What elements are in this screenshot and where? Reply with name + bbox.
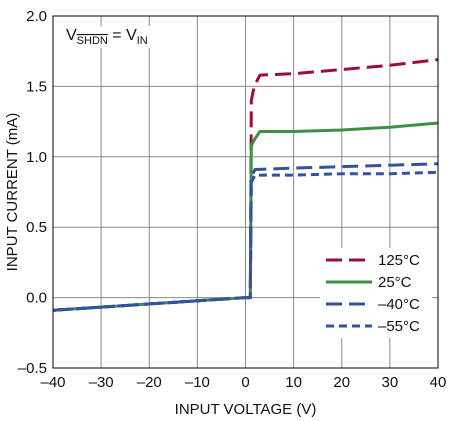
y-tick-label: 2.0 [26,8,47,25]
annotation-equals: = V [108,27,137,44]
x-tick-label: 10 [285,374,302,391]
legend-background [320,248,432,338]
x-tick-label: 0 [241,374,249,391]
y-tick-label: 1.5 [26,78,47,95]
condition-annotation: VSHDN = VIN [63,26,163,48]
annotation-text: VSHDN = VIN [66,27,148,47]
legend: 125°C 25°C –40°C –55°C [320,248,432,338]
x-axis-title: INPUT VOLTAGE (V) [175,401,317,418]
x-tick-label: –40 [40,374,65,391]
x-tick-label: –30 [89,374,114,391]
legend-label: –40°C [378,296,420,313]
legend-label: 25°C [378,274,412,291]
y-tick-label: 1.0 [26,149,47,166]
y-tick-label: –0.5 [18,360,47,377]
grid [52,15,439,369]
legend-label: 125°C [378,252,420,269]
y-tick-label: 0.0 [26,290,47,307]
annotation-v1: V [66,27,77,44]
plot-frame [52,15,439,369]
annotation-background [63,26,163,48]
tick-labels: –40 –30 –20 –10 0 10 20 30 40 –0.5 0.0 0.5 1.0 1.5 2.0 [18,8,447,391]
x-tick-label: 40 [430,374,447,391]
annotation-sub-in: IN [137,35,148,47]
x-tick-label: –20 [137,374,162,391]
legend-label: –55°C [378,318,420,335]
series-layer [52,58,439,312]
y-tick-label: 0.5 [26,219,47,236]
x-tick-label: 30 [382,374,399,391]
series-line [52,162,439,312]
annotation-sub-shdn: SHDN [77,35,108,47]
y-axis-title: INPUT CURRENT (mA) [4,113,21,272]
x-tick-label: –10 [185,374,210,391]
x-tick-label: 20 [333,374,350,391]
